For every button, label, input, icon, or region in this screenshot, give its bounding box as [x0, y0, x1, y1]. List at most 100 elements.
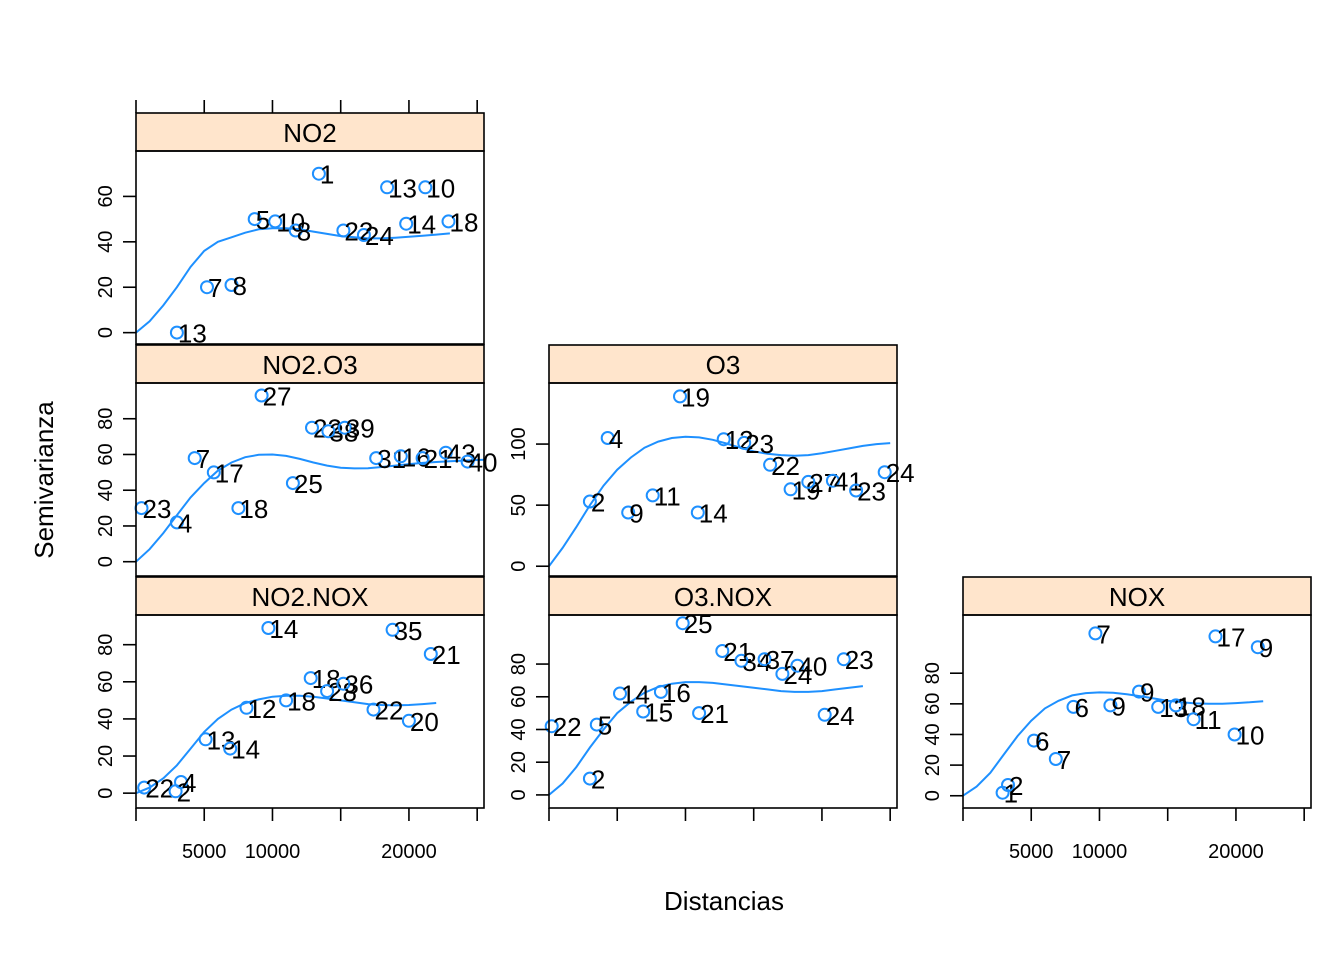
point-label: 27 — [809, 468, 838, 498]
data-point — [621, 505, 636, 520]
point-label: 28 — [328, 677, 357, 707]
panel-frame — [135, 614, 485, 809]
x-tick-label: 10000 — [245, 841, 301, 863]
data-point — [1027, 733, 1041, 748]
point-label: 5 — [256, 205, 270, 235]
point-label: 22 — [375, 696, 404, 726]
fitted-variogram-curve — [962, 691, 1264, 797]
point-label: 17 — [215, 458, 244, 488]
point-label: 24 — [783, 660, 812, 690]
data-point — [790, 658, 805, 673]
point-label: 15 — [644, 698, 673, 728]
data-point — [817, 707, 832, 722]
y-tick-label: 50 — [508, 494, 530, 516]
y-tick-label: 0 — [508, 561, 530, 572]
point-label: 21 — [700, 699, 729, 729]
point-label: 18 — [239, 494, 268, 524]
data-point — [1186, 712, 1201, 727]
data-point — [279, 693, 294, 708]
panel-strip-label: NO2.NOX — [251, 582, 368, 612]
point-label: 14 — [621, 680, 650, 710]
point-label: 21 — [432, 640, 461, 670]
data-point — [399, 216, 414, 231]
data-point — [716, 432, 731, 447]
data-point — [336, 223, 351, 238]
point-label: 18 — [450, 207, 479, 237]
point-label: 13 — [1159, 693, 1188, 723]
data-point — [775, 666, 790, 681]
panel-frame — [548, 382, 898, 577]
data-point — [849, 483, 864, 498]
data-point — [224, 278, 239, 292]
data-point — [544, 719, 559, 734]
data-point — [198, 732, 213, 747]
point-label: 13 — [388, 173, 417, 203]
y-tick-label: 60 — [95, 185, 117, 207]
point-label: 31 — [377, 444, 406, 474]
data-point — [356, 228, 371, 242]
panel-frame — [548, 614, 898, 809]
panel-strip — [135, 112, 485, 152]
data-point — [418, 180, 433, 195]
point-label: 8 — [297, 217, 311, 247]
data-point — [1208, 629, 1223, 644]
data-point — [582, 771, 597, 786]
point-label: 24 — [826, 701, 855, 731]
data-point — [1151, 699, 1166, 714]
data-point — [1168, 698, 1183, 713]
data-point — [1001, 778, 1015, 792]
data-point — [423, 647, 438, 661]
y-tick-label: 20 — [922, 754, 944, 776]
x-tick-label: 5000 — [1009, 841, 1054, 863]
data-point — [320, 684, 335, 699]
point-label: 40 — [798, 652, 827, 682]
data-point — [137, 780, 152, 795]
point-label: 6 — [1075, 693, 1089, 723]
point-label: 22 — [553, 712, 582, 742]
y-tick-label: 60 — [95, 443, 117, 465]
point-label: 4 — [182, 768, 196, 798]
data-point — [441, 214, 456, 229]
point-label: 23 — [745, 429, 774, 459]
data-point — [223, 741, 238, 756]
data-point — [460, 454, 475, 469]
data-point — [321, 424, 336, 439]
point-label: 14 — [407, 210, 436, 240]
data-point — [582, 494, 597, 509]
point-label: 4 — [178, 508, 192, 538]
panel-frame — [135, 150, 485, 345]
data-point — [653, 684, 668, 699]
data-point — [1227, 727, 1242, 742]
y-tick-label: 20 — [95, 515, 117, 537]
data-point — [600, 431, 615, 445]
point-label: 2 — [177, 777, 191, 807]
panel-frame — [962, 614, 1312, 809]
point-label: 13 — [207, 725, 236, 755]
y-tick-label: 40 — [922, 723, 944, 745]
point-label: 20 — [410, 707, 439, 737]
data-point — [303, 671, 318, 686]
y-tick-label: 40 — [95, 708, 117, 730]
data-point — [1250, 640, 1265, 655]
y-tick-label: 80 — [95, 408, 117, 430]
data-point — [187, 451, 202, 466]
panel-strip — [548, 344, 898, 384]
fitted-variogram-curve — [548, 681, 864, 796]
point-label: 18 — [1177, 691, 1206, 721]
y-tick-label: 20 — [95, 745, 117, 767]
point-label: 22 — [771, 451, 800, 481]
data-point — [311, 166, 326, 181]
point-label: 6 — [1035, 727, 1049, 757]
data-point — [169, 515, 184, 530]
data-point — [401, 713, 416, 728]
y-tick-label: 40 — [95, 479, 117, 501]
data-point — [1132, 684, 1146, 699]
data-point — [231, 501, 246, 516]
point-label: 17 — [1217, 622, 1246, 652]
data-point — [200, 280, 214, 295]
y-tick-label: 100 — [508, 427, 530, 460]
panel-strip-label: NOX — [1109, 582, 1165, 612]
panel-strip-label: NO2.O3 — [262, 350, 357, 380]
data-point — [337, 420, 352, 435]
point-label: 14 — [699, 499, 728, 529]
